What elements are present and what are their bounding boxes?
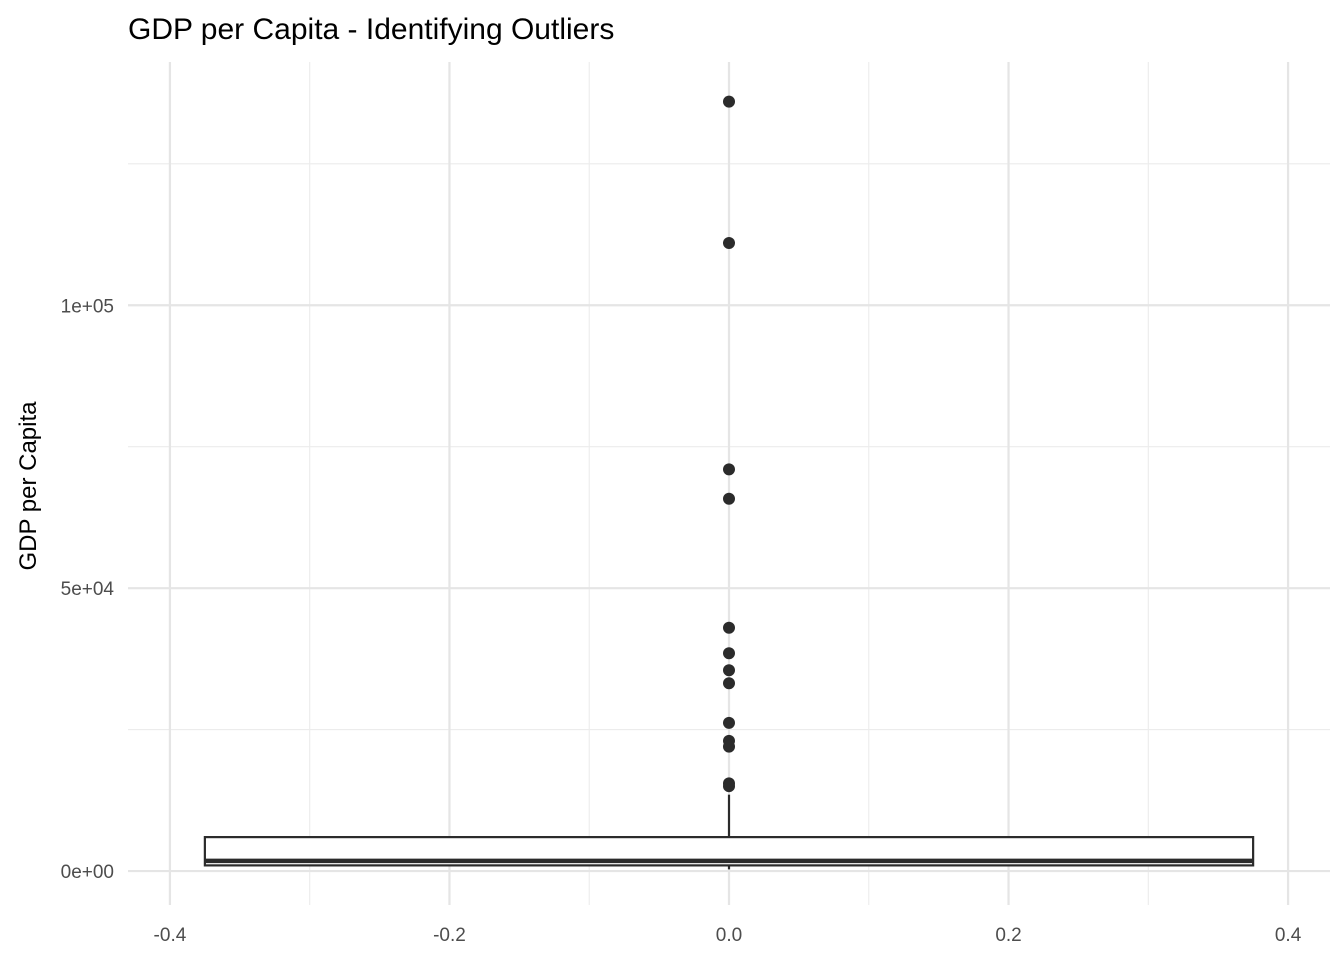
- x-tick-label: -0.4: [154, 925, 187, 946]
- x-tick-label: 0.4: [1275, 925, 1302, 946]
- y-tick-label: 1e+05: [61, 296, 114, 317]
- y-axis-title: GDP per Capita: [15, 401, 42, 571]
- y-tick-label: 5e+04: [61, 579, 115, 600]
- outlier-point: [723, 463, 735, 476]
- boxplot-layer: [203, 95, 1255, 870]
- x-tick-label: -0.2: [433, 925, 466, 946]
- outlier-point: [723, 621, 735, 634]
- outlier-point: [723, 237, 735, 250]
- y-tick-label: 0e+00: [61, 862, 114, 883]
- outlier-point: [723, 740, 735, 753]
- x-tick-label: 0.2: [995, 925, 1021, 946]
- chart-title: GDP per Capita - Identifying Outliers: [128, 13, 614, 46]
- x-tick-label: 0.0: [716, 925, 742, 946]
- outlier-point: [723, 95, 735, 108]
- outlier-point: [723, 647, 735, 660]
- outlier-point: [723, 780, 735, 793]
- y-axis-ticks: 0e+00 5e+04 1e+05: [61, 296, 115, 883]
- outlier-point: [723, 716, 735, 729]
- outlier-point: [723, 677, 735, 690]
- gridlines: [128, 62, 1330, 905]
- x-axis-ticks: -0.4 -0.2 0.0 0.2 0.4: [154, 925, 1302, 946]
- outlier-point: [723, 664, 735, 677]
- outlier-point: [723, 492, 735, 505]
